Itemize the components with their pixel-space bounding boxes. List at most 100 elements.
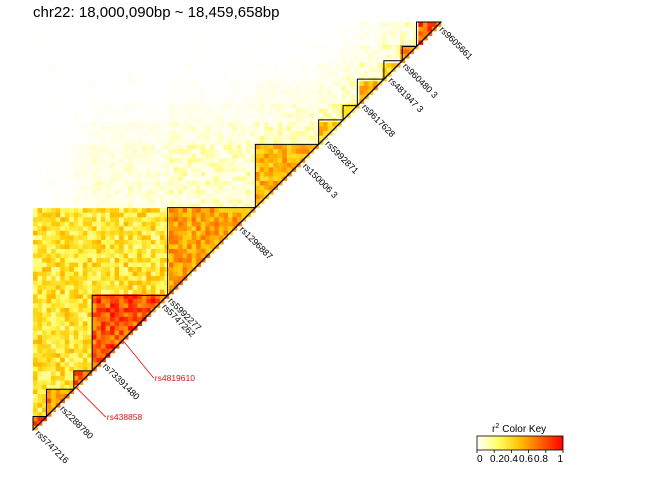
heatmap-cell [132, 94, 138, 100]
heatmap-cell [46, 330, 52, 336]
heatmap-cell [73, 194, 79, 200]
heatmap-cell [73, 371, 79, 376]
heatmap-cell [309, 117, 315, 123]
heatmap-cell [64, 348, 70, 354]
heatmap-cell [33, 244, 38, 249]
heatmap-cell [105, 58, 111, 64]
heatmap-cell [132, 316, 138, 322]
heatmap-cell [232, 180, 238, 186]
heatmap-cell [187, 85, 192, 91]
heatmap-cell [51, 303, 56, 308]
heatmap-cell [123, 230, 129, 236]
heatmap-cell [173, 26, 179, 32]
heatmap-cell [87, 203, 93, 209]
heatmap-cell [155, 226, 161, 231]
heatmap-cell [119, 203, 124, 209]
heatmap-cell [146, 26, 152, 32]
heatmap-cell [223, 49, 229, 55]
heatmap-cell [200, 31, 206, 36]
heatmap-cell [46, 80, 52, 86]
heatmap-cell [137, 158, 143, 163]
heatmap-cell [96, 85, 102, 91]
heatmap-cell [87, 194, 93, 200]
heatmap-cell [101, 271, 106, 277]
heatmap-cell [182, 262, 188, 268]
heatmap-cell [42, 402, 47, 408]
heatmap-cell [128, 117, 134, 123]
heatmap-cell [37, 162, 43, 168]
heatmap-cell [55, 298, 61, 304]
heatmap-cell [82, 207, 88, 213]
heatmap-cell [91, 35, 97, 41]
heatmap-cell [200, 40, 206, 45]
heatmap-cell [96, 62, 102, 68]
heatmap-cell [182, 99, 188, 104]
heatmap-cell [227, 130, 233, 136]
heatmap-cell [150, 176, 156, 181]
heatmap-cell [69, 352, 75, 358]
heatmap-cell [37, 248, 43, 254]
heatmap-cell [128, 198, 134, 204]
heatmap-cell [64, 221, 70, 227]
heatmap-cell [33, 67, 38, 73]
heatmap-cell [250, 148, 256, 154]
heatmap-cell [332, 76, 338, 82]
heatmap-cell [169, 94, 174, 100]
heatmap-cell [363, 31, 369, 36]
heatmap-cell [277, 130, 283, 136]
heatmap-cell [232, 58, 238, 64]
heatmap-cell [155, 85, 161, 91]
heatmap-cell [295, 76, 301, 82]
heatmap-cell [218, 103, 224, 109]
heatmap-cell [209, 85, 215, 91]
heatmap-cell [159, 26, 165, 32]
heatmap-cell [214, 62, 220, 68]
heatmap-cell [141, 198, 147, 204]
heatmap-cell [159, 31, 165, 36]
heatmap-cell [291, 144, 297, 150]
heatmap-cell [187, 257, 192, 263]
heatmap-cell [182, 144, 188, 150]
heatmap-cell [64, 280, 70, 286]
heatmap-cell [64, 94, 70, 100]
heatmap-cell [73, 139, 79, 145]
heatmap-cell [150, 253, 156, 259]
heatmap-cell [164, 126, 170, 132]
heatmap-cell [60, 49, 66, 55]
heatmap-cell [69, 348, 75, 354]
heatmap-cell [286, 94, 292, 100]
heatmap-cell [33, 108, 38, 113]
color-key-tick-label: 1 [557, 454, 563, 465]
heatmap-cell [110, 180, 115, 186]
heatmap-cell [291, 139, 297, 145]
heatmap-cell [218, 58, 224, 64]
heatmap-cell [128, 298, 134, 304]
heatmap-cell [46, 108, 52, 113]
heatmap-cell [155, 167, 161, 172]
heatmap-cell [200, 226, 206, 231]
heatmap-cell [37, 343, 43, 349]
heatmap-cell [55, 117, 61, 123]
heatmap-cell [55, 203, 61, 209]
heatmap-cell [169, 62, 174, 68]
heatmap-cell [150, 22, 156, 27]
heatmap-cell [110, 167, 115, 172]
heatmap-cell [173, 257, 179, 263]
heatmap-cell [119, 330, 124, 336]
heatmap-cell [259, 108, 265, 113]
heatmap-cell [37, 226, 43, 231]
heatmap-cell [350, 49, 356, 55]
heatmap-cell [73, 266, 79, 272]
heatmap-cell [82, 108, 88, 113]
heatmap-cell [232, 135, 238, 141]
heatmap-cell [277, 76, 283, 82]
heatmap-cell [42, 303, 47, 308]
heatmap-cell [101, 126, 106, 132]
heatmap-cell [105, 44, 111, 50]
heatmap-cell [78, 121, 84, 127]
heatmap-cell [73, 253, 79, 259]
heatmap-cell [64, 244, 70, 249]
heatmap-cell [141, 307, 147, 313]
heatmap-cell [227, 171, 233, 177]
heatmap-cell [295, 117, 301, 123]
